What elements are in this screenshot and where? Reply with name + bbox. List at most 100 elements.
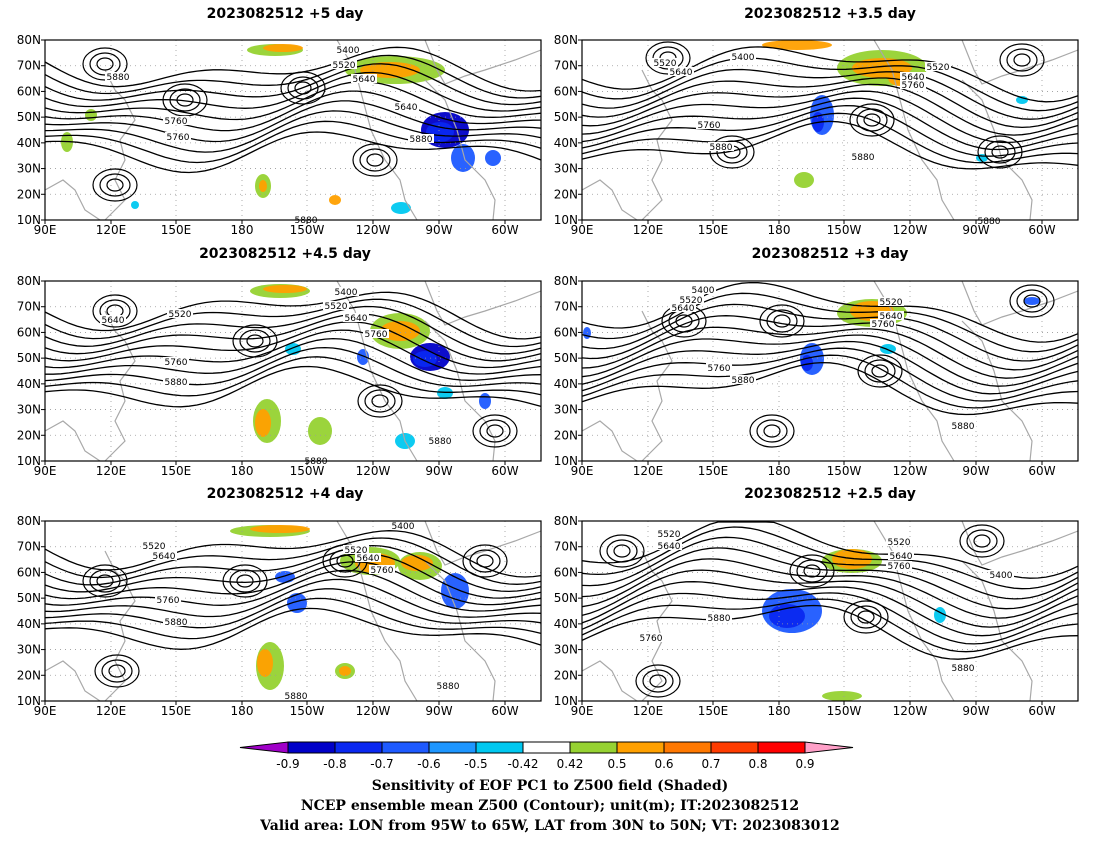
latitude-tick-label: 10N bbox=[554, 454, 578, 468]
contour-value-label: 5640 bbox=[670, 68, 693, 78]
coastline bbox=[581, 420, 638, 462]
sensitivity-shade bbox=[255, 409, 271, 437]
contour-value-label: 5520 bbox=[345, 546, 368, 556]
contour-value-label: 5760 bbox=[888, 562, 911, 572]
z500-contour-line bbox=[44, 298, 542, 348]
colorbar-tick-label: -0.8 bbox=[323, 757, 346, 771]
contour-value-label: 5520 bbox=[658, 530, 681, 540]
z500-contour-line bbox=[581, 303, 1079, 362]
closed-contour bbox=[176, 93, 194, 107]
contour-value-label: 5880 bbox=[708, 614, 731, 624]
colorbar-tick-label: 0.7 bbox=[701, 757, 720, 771]
latitude-tick-label: 60N bbox=[17, 84, 41, 98]
contour-value-label: 5400 bbox=[732, 53, 755, 63]
latitude-tick-label: 60N bbox=[554, 325, 578, 339]
sensitivity-shade bbox=[339, 666, 351, 676]
contour-value-label: 5400 bbox=[692, 286, 715, 296]
map-panel-plus-4-5-day: 5400 5520 5640 5520 5640 5760 5760 5880 5880 5880… bbox=[17, 274, 542, 478]
longitude-tick-label: 120W bbox=[356, 464, 391, 478]
contour-value-label: 5760 bbox=[902, 81, 925, 91]
colorbar-swatch bbox=[381, 741, 430, 754]
coastline bbox=[581, 660, 638, 702]
contour-value-label: 5880 bbox=[710, 143, 733, 153]
z500-contour-line bbox=[44, 110, 542, 153]
latitude-tick-label: 70N bbox=[17, 59, 41, 73]
colorbar-tick-label: -0.7 bbox=[370, 757, 393, 771]
longitude-tick-label: 120W bbox=[893, 223, 928, 237]
z500-contour-line bbox=[581, 354, 1079, 409]
colorbar-tick-label: 0.8 bbox=[748, 757, 767, 771]
longitude-tick-label: 150W bbox=[827, 464, 862, 478]
sensitivity-shade bbox=[485, 150, 501, 166]
longitude-tick-label: 180 bbox=[231, 704, 254, 718]
contour-value-label: 5880 bbox=[732, 376, 755, 386]
longitude-tick-label: 90W bbox=[962, 464, 989, 478]
map-panel-plus-5-day: 5400 5520 5640 5640 5760 5760 5880 5880 5880 80N 7… bbox=[17, 33, 542, 237]
z500-contour-line bbox=[44, 71, 542, 112]
closed-contour bbox=[357, 384, 403, 418]
colorbar-swatch bbox=[569, 741, 618, 754]
closed-contour bbox=[287, 76, 319, 100]
map-panel-plus-3-day: 54005520564055205640576057605880588080N7… bbox=[554, 274, 1079, 478]
contour-value-label: 5400 bbox=[990, 571, 1013, 581]
coastline bbox=[44, 179, 101, 221]
z500-contour-line bbox=[581, 104, 1079, 157]
contour-value-label: 5640 bbox=[658, 542, 681, 552]
coastline bbox=[424, 39, 542, 85]
closed-contour bbox=[759, 304, 805, 338]
contour-value-label: 5640 bbox=[102, 316, 125, 326]
contour-value-label: 5520 bbox=[325, 302, 348, 312]
contour-value-label: 5760 bbox=[157, 596, 180, 606]
contour-value-label: 5520 bbox=[927, 63, 950, 73]
latitude-tick-label: 60N bbox=[554, 84, 578, 98]
closed-contour bbox=[1006, 48, 1038, 72]
contour-value-label: 5520 bbox=[169, 310, 192, 320]
closed-contour bbox=[857, 354, 903, 388]
closed-contour bbox=[336, 554, 354, 568]
contour-value-label: 5520 bbox=[880, 298, 903, 308]
closed-contour bbox=[169, 88, 201, 112]
z500-contour-line bbox=[44, 537, 542, 585]
longitude-tick-label: 150E bbox=[161, 704, 192, 718]
panel-title-plus-2-5-day: 2023082512 +2.5 day bbox=[744, 486, 916, 502]
latitude-tick-label: 40N bbox=[17, 617, 41, 631]
latitude-tick-label: 60N bbox=[554, 565, 578, 579]
longitude-tick-label: 120E bbox=[633, 704, 664, 718]
contour-value-label: 5640 bbox=[880, 312, 903, 322]
sensitivity-colorbar: -0.9 -0.8 -0.7 -0.6 -0.5 -0.42 0.42 0.5 0.6 0.7 0.… bbox=[239, 741, 854, 771]
sensitivity-shade bbox=[308, 417, 332, 445]
contour-value-label: 5880 bbox=[410, 135, 433, 145]
closed-contour bbox=[864, 359, 896, 383]
coastline bbox=[961, 280, 1079, 326]
coastline bbox=[961, 39, 1079, 85]
contour-value-label: 5400 bbox=[337, 46, 360, 56]
z500-contour-line bbox=[581, 347, 1079, 402]
closed-contour bbox=[773, 314, 791, 328]
latitude-tick-label: 20N bbox=[554, 428, 578, 442]
closed-contour bbox=[716, 140, 748, 164]
z500-contour-line bbox=[44, 131, 542, 174]
coastline bbox=[961, 560, 1033, 702]
z500-contour-line bbox=[44, 346, 542, 388]
coastline bbox=[641, 310, 673, 462]
longitude-tick-label: 60W bbox=[1028, 223, 1055, 237]
z500-contour-line bbox=[44, 120, 542, 164]
contour-value-label: 5880 bbox=[305, 457, 328, 467]
longitude-tick-label: 90E bbox=[34, 704, 57, 718]
colorbar-swatch bbox=[428, 741, 477, 754]
longitude-tick-label: 150E bbox=[161, 464, 192, 478]
closed-contour bbox=[709, 135, 755, 169]
latitude-tick-label: 50N bbox=[554, 110, 578, 124]
contour-value-label: 5640 bbox=[153, 552, 176, 562]
panel-title-plus-4-day: 2023082512 +4 day bbox=[206, 486, 364, 502]
latitude-tick-label: 20N bbox=[17, 187, 41, 201]
coastline bbox=[641, 69, 673, 221]
map-panel-plus-4-day: 5400552056405520564057605760588058805880… bbox=[17, 514, 542, 718]
z500-contour-line bbox=[581, 361, 1079, 416]
z500-contour-line bbox=[44, 63, 542, 106]
sensitivity-shade bbox=[380, 321, 420, 341]
closed-contour bbox=[789, 554, 835, 588]
latitude-tick-label: 50N bbox=[17, 591, 41, 605]
latitude-tick-label: 20N bbox=[554, 187, 578, 201]
contour-value-label: 5880 bbox=[429, 437, 452, 447]
